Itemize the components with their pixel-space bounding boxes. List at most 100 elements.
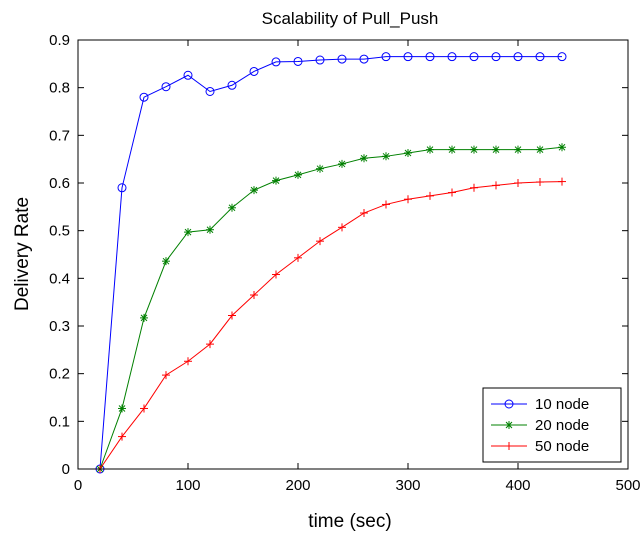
y-tick-label: 0.8 — [49, 80, 70, 97]
data-point-20-node — [558, 143, 566, 152]
data-point-20-node — [162, 257, 170, 266]
data-point-10-node — [337, 54, 347, 64]
x-tick-label: 100 — [175, 477, 200, 494]
y-tick-label: 0.2 — [49, 366, 70, 383]
data-point-20-node — [140, 313, 148, 322]
data-point-20-node — [470, 145, 478, 154]
x-tick-label: 400 — [505, 477, 530, 494]
series-line-20-node — [99, 146, 563, 470]
data-point-10-node — [205, 86, 215, 96]
series-10-node — [95, 52, 567, 474]
y-tick-label: 0.6 — [49, 175, 70, 192]
legend-marker — [505, 421, 513, 429]
data-point-10-node — [557, 52, 567, 62]
legend-label: 20 node — [535, 417, 589, 434]
data-point-50-node — [426, 191, 434, 200]
x-tick-label: 300 — [395, 477, 420, 494]
data-point-20-node — [492, 145, 500, 154]
axes: 0 100 200 300 400 500 0 0.1 0.2 0.3 0.4 0.5 0.6 0.7 0.… — [49, 32, 640, 494]
series-line-50-node — [99, 181, 563, 470]
series-layer — [95, 52, 567, 474]
data-point-10-node — [117, 183, 127, 193]
data-point-10-node — [425, 52, 435, 62]
data-point-20-node — [338, 159, 346, 168]
data-point-20-node — [184, 228, 192, 237]
data-point-50-node — [360, 209, 368, 218]
data-point-20-node — [426, 145, 434, 154]
data-point-10-node — [227, 80, 237, 90]
legend-label: 10 node — [535, 396, 589, 413]
data-point-20-node — [206, 225, 214, 234]
x-tick-label: 0 — [74, 477, 82, 494]
data-point-50-node — [294, 253, 302, 262]
data-point-10-node — [183, 70, 193, 80]
y-tick-label: 0.3 — [49, 318, 70, 335]
legend-marker — [504, 399, 514, 409]
data-point-20-node — [294, 170, 302, 179]
legend: 10 node 20 node 50 node — [482, 387, 622, 463]
data-point-50-node — [492, 181, 500, 190]
data-point-10-node — [403, 52, 413, 62]
data-point-10-node — [271, 57, 281, 67]
data-point-10-node — [359, 54, 369, 64]
data-point-50-node — [338, 223, 346, 232]
data-point-50-node — [206, 340, 214, 349]
plot-frame — [77, 39, 629, 470]
y-tick-label: 0 — [62, 461, 70, 478]
data-point-20-node — [448, 145, 456, 154]
data-point-20-node — [382, 152, 390, 161]
data-point-50-node — [316, 237, 324, 246]
y-axis-title: Delivery Rate — [12, 197, 33, 311]
data-point-10-node — [469, 52, 479, 62]
series-line-10-node — [99, 56, 562, 470]
data-point-10-node — [139, 92, 149, 102]
x-tick-label: 200 — [285, 477, 310, 494]
data-point-10-node — [535, 52, 545, 62]
data-point-50-node — [228, 311, 236, 320]
data-point-10-node — [513, 52, 523, 62]
data-point-20-node — [404, 148, 412, 157]
data-point-20-node — [514, 145, 522, 154]
y-tick-label: 0.4 — [49, 270, 70, 287]
data-point-10-node — [161, 82, 171, 92]
data-point-10-node — [249, 66, 259, 76]
data-point-50-node — [514, 179, 522, 187]
series-20-node — [96, 143, 566, 473]
data-point-20-node — [536, 145, 544, 154]
data-point-10-node — [381, 52, 391, 62]
data-point-10-node — [315, 55, 325, 65]
legend-marker — [505, 442, 513, 450]
x-tick-label: 500 — [615, 477, 640, 494]
legend-item-50-node: 50 node — [491, 438, 589, 455]
data-point-50-node — [558, 177, 566, 186]
data-point-10-node — [447, 52, 457, 62]
data-point-50-node — [448, 188, 456, 197]
legend-item-20-node: 20 node — [491, 417, 589, 434]
data-point-20-node — [118, 404, 126, 413]
data-point-20-node — [250, 186, 258, 195]
data-point-50-node — [162, 371, 170, 380]
legend-item-10-node: 10 node — [491, 396, 589, 413]
series-50-node — [96, 177, 566, 473]
data-point-50-node — [184, 357, 192, 366]
chart-title: Scalability of Pull_Push — [262, 9, 439, 28]
data-point-20-node — [316, 164, 324, 173]
legend-label: 50 node — [535, 438, 589, 455]
data-point-50-node — [470, 183, 478, 192]
data-point-20-node — [360, 154, 368, 163]
data-point-20-node — [272, 176, 280, 185]
data-point-50-node — [250, 291, 258, 300]
data-point-50-node — [404, 195, 412, 204]
x-axis-title: time (sec) — [308, 511, 391, 532]
y-tick-label: 0.9 — [49, 32, 70, 49]
data-point-10-node — [491, 52, 501, 62]
data-point-50-node — [536, 178, 544, 187]
data-point-50-node — [272, 270, 280, 279]
data-point-10-node — [293, 56, 303, 66]
y-tick-label: 0.5 — [49, 223, 70, 240]
y-tick-label: 0.1 — [49, 413, 70, 430]
data-point-50-node — [140, 404, 148, 413]
y-tick-label: 0.7 — [49, 127, 70, 144]
data-point-20-node — [228, 203, 236, 212]
